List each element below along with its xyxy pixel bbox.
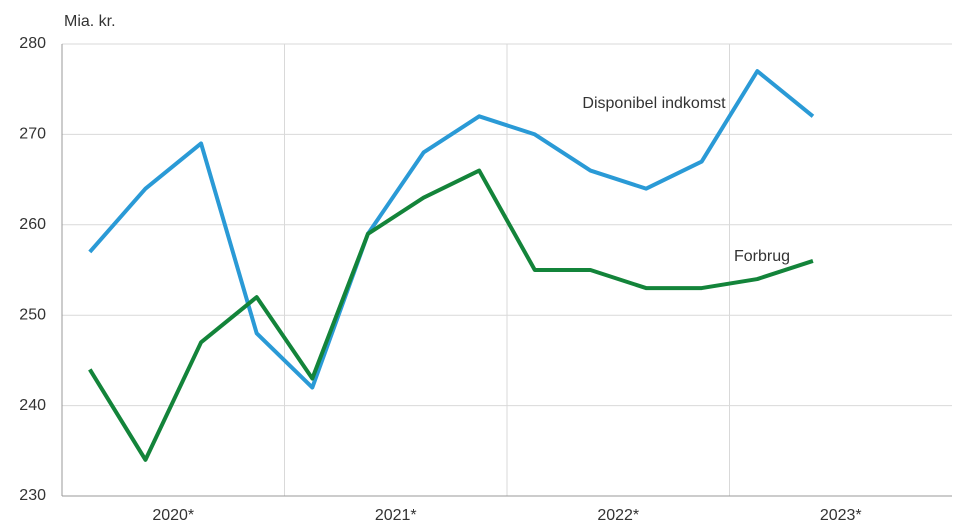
y-tick-label: 260 (19, 216, 46, 233)
x-group-label: 2022* (597, 507, 639, 524)
y-tick-label: 230 (19, 487, 46, 504)
x-group-label: 2020* (152, 507, 194, 524)
y-tick-label: 280 (19, 35, 46, 52)
y-tick-label: 240 (19, 397, 46, 414)
series-line (88, 168, 814, 462)
y-axis-label: Mia. kr. (64, 13, 116, 30)
series-label: Forbrug (734, 248, 790, 265)
y-tick-label: 270 (19, 126, 46, 143)
x-group-label: 2023* (820, 507, 862, 524)
x-group-label: 2021* (375, 507, 417, 524)
series-line (88, 69, 815, 390)
series-label: Disponibel indkomst (582, 95, 726, 112)
y-tick-label: 250 (19, 306, 46, 323)
